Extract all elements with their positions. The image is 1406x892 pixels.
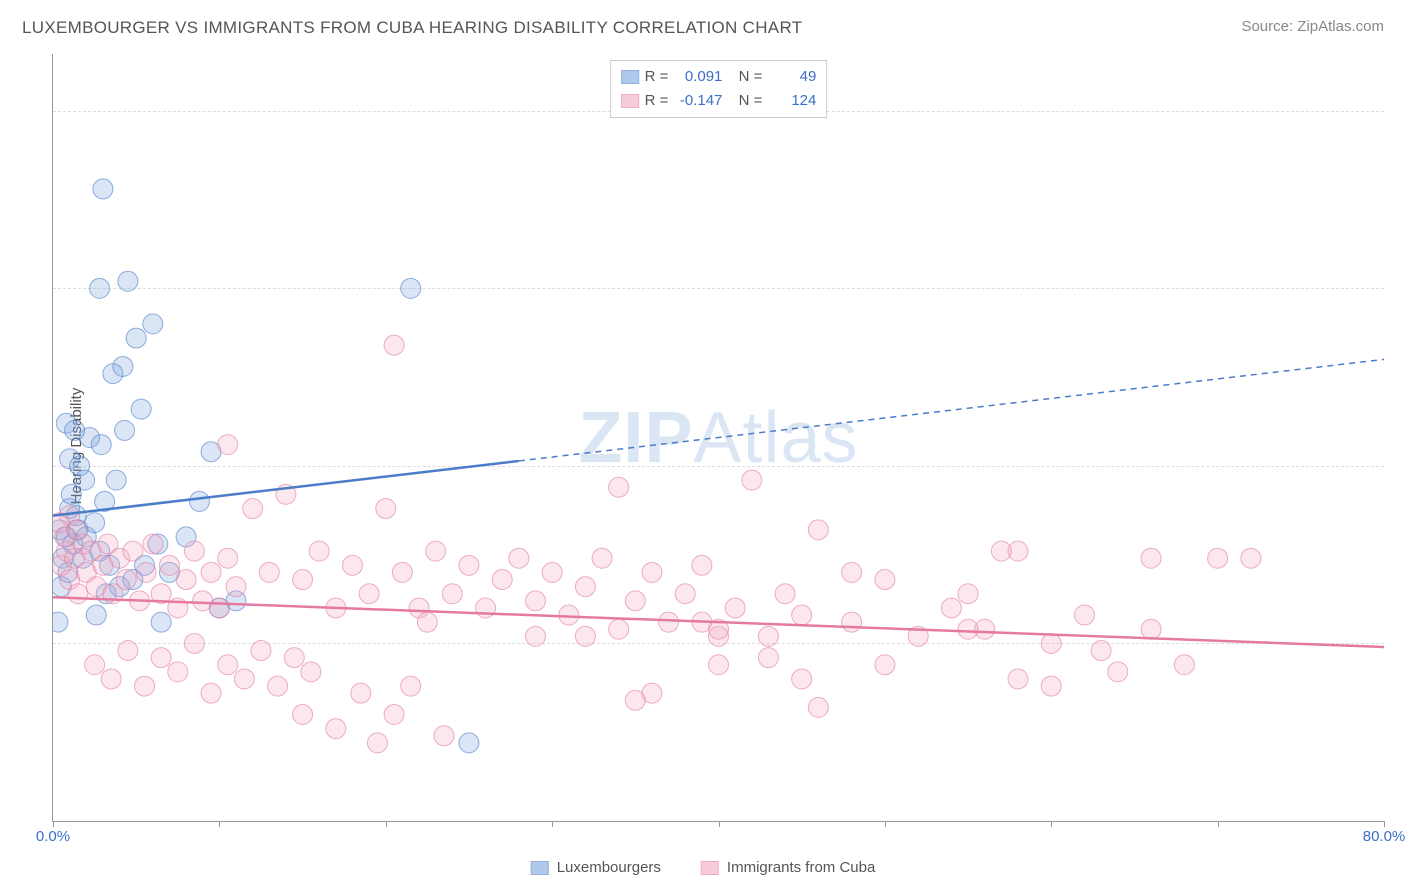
plot-area: ZIPAtlas R = 0.091 N = 49 R = -0.147 N =… xyxy=(52,54,1384,822)
swatch-1b xyxy=(701,861,719,875)
swatch-0 xyxy=(621,70,639,84)
scatter-svg xyxy=(53,54,1384,821)
y-tick-label: 10.0% xyxy=(1389,102,1406,119)
y-tick-label: 7.5% xyxy=(1389,280,1406,297)
series-legend: Luxembourgers Immigrants from Cuba xyxy=(531,859,876,876)
swatch-0b xyxy=(531,861,549,875)
stats-row-0: R = 0.091 N = 49 xyxy=(621,65,817,89)
y-tick-label: 5.0% xyxy=(1389,457,1406,474)
stats-row-1: R = -0.147 N = 124 xyxy=(621,89,817,113)
x-tick-label: 80.0% xyxy=(1363,828,1406,845)
y-tick-label: 2.5% xyxy=(1389,635,1406,652)
stats-legend: R = 0.091 N = 49 R = -0.147 N = 124 xyxy=(610,60,828,118)
chart-title: LUXEMBOURGER VS IMMIGRANTS FROM CUBA HEA… xyxy=(22,18,802,38)
swatch-1 xyxy=(621,94,639,108)
x-tick-label: 0.0% xyxy=(36,828,70,845)
legend-item-0: Luxembourgers xyxy=(531,859,661,876)
source-credit: Source: ZipAtlas.com xyxy=(1241,18,1384,35)
legend-item-1: Immigrants from Cuba xyxy=(701,859,875,876)
